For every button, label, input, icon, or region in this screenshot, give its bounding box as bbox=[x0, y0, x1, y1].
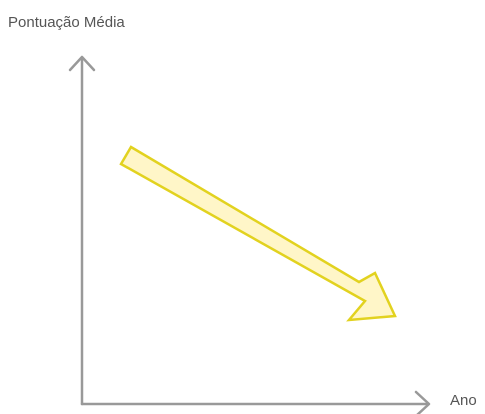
y-axis-label: Pontuação Média bbox=[8, 14, 125, 31]
y-axis bbox=[68, 55, 96, 406]
x-axis-arrowhead-icon bbox=[414, 390, 431, 414]
x-axis-label: Ano bbox=[450, 392, 477, 409]
downward-trend-arrow-icon bbox=[119, 145, 397, 322]
x-axis bbox=[80, 390, 431, 414]
y-axis-arrowhead-icon bbox=[68, 55, 96, 72]
